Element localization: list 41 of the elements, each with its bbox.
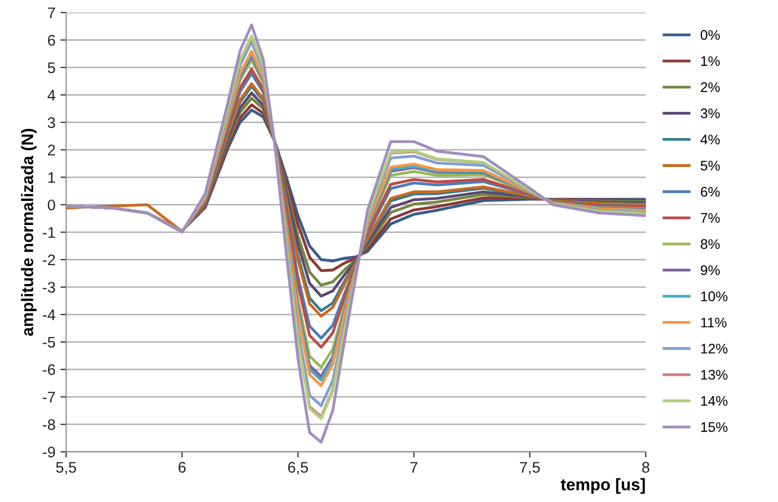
y-tick-label: 4 bbox=[48, 90, 56, 100]
legend-label: 5% bbox=[700, 160, 720, 171]
y-tick-label: 6 bbox=[48, 34, 56, 46]
x-tick-label: 7 bbox=[410, 462, 418, 473]
y-tick-label: -5 bbox=[42, 337, 56, 348]
legend-label: 6% bbox=[700, 186, 720, 197]
y-tick-label: 5 bbox=[48, 62, 56, 74]
y-tick-label: 1 bbox=[48, 172, 55, 183]
legend-label: 3% bbox=[700, 108, 720, 118]
y-tick-label: 3 bbox=[48, 117, 56, 128]
y-tick-label: 7 bbox=[48, 8, 55, 18]
y-tick-label: -7 bbox=[42, 392, 55, 402]
legend-label: 13% bbox=[701, 370, 728, 380]
y-tick-label: 2 bbox=[48, 144, 55, 156]
y-tick-label: -9 bbox=[42, 446, 55, 458]
legend-label: 11% bbox=[701, 318, 726, 328]
y-tick-label: -3 bbox=[42, 282, 56, 293]
x-tick-label: 5,5 bbox=[56, 462, 76, 475]
legend-label: 14% bbox=[701, 396, 728, 406]
y-tick-label: 0 bbox=[48, 200, 56, 210]
legend-label: 1% bbox=[701, 56, 720, 66]
legend-label: 8% bbox=[700, 239, 720, 249]
legend-label: 10% bbox=[701, 291, 728, 302]
legend-label: 15% bbox=[701, 422, 728, 432]
legend-label: 7% bbox=[700, 213, 720, 223]
y-tick-label: -4 bbox=[42, 310, 56, 320]
y-tick-label: -1 bbox=[42, 227, 55, 238]
x-tick-label: 8 bbox=[642, 462, 650, 473]
x-tick-label: 6 bbox=[178, 462, 186, 473]
legend-label: 2% bbox=[700, 82, 720, 92]
x-tick-label: 6,5 bbox=[288, 462, 308, 475]
y-tick-label: -8 bbox=[42, 419, 56, 430]
legend-label: 4% bbox=[700, 134, 720, 144]
y-tick-label: -6 bbox=[42, 364, 56, 376]
legend-label: 0% bbox=[700, 30, 720, 40]
x-tick-label: 7,5 bbox=[520, 462, 540, 475]
legend-label: 9% bbox=[700, 265, 720, 276]
x-axis-title: tempo [us] bbox=[560, 478, 645, 494]
legend-label: 12% bbox=[701, 344, 728, 354]
y-tick-label: -2 bbox=[42, 254, 55, 266]
y-axis-title: amplitude normalizada (N) bbox=[21, 128, 37, 336]
